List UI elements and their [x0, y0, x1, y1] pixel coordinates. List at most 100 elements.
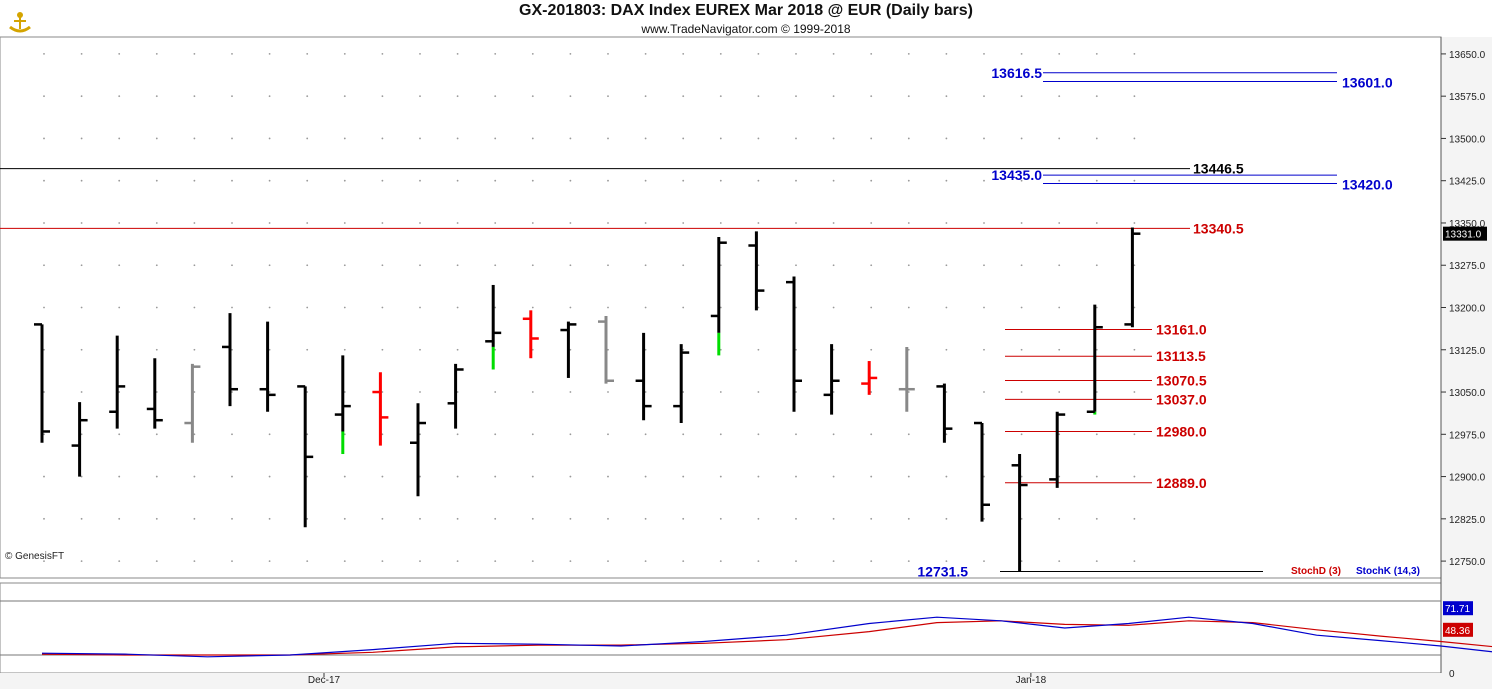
grid-dot: [983, 137, 985, 140]
level-label: 13161.0: [1156, 321, 1207, 337]
grid-dot: [1133, 517, 1136, 520]
grid-dot: [343, 53, 346, 55]
grid-dot: [268, 53, 271, 55]
grid-dot: [757, 53, 760, 55]
grid-dot: [983, 306, 985, 309]
grid-dot: [1058, 517, 1061, 520]
grid-dot: [1095, 53, 1098, 55]
grid-dot: [531, 348, 534, 351]
grid-dot: [682, 391, 685, 393]
grid-dot: [1133, 348, 1136, 351]
grid-dot: [795, 137, 797, 140]
grid-dot: [832, 53, 835, 55]
grid-dot: [682, 53, 685, 55]
grid-dot: [1095, 348, 1098, 351]
grid-dot: [644, 348, 647, 351]
price-tick-label: 12750.0: [1449, 557, 1486, 568]
grid-dot: [870, 306, 873, 309]
grid-dot: [231, 475, 233, 478]
grid-dot: [306, 95, 309, 98]
grid-dot: [1058, 306, 1061, 309]
grid-dot: [607, 222, 609, 224]
grid-dot: [644, 53, 647, 55]
grid-dot: [907, 179, 910, 182]
grid-dot: [907, 391, 910, 393]
grid-dot: [43, 137, 45, 140]
level-label: 12731.5: [917, 564, 968, 580]
grid-dot: [419, 264, 421, 267]
grid-dot: [1095, 137, 1098, 140]
grid-dot: [155, 264, 158, 267]
grid-dot: [682, 433, 685, 436]
grid-dot: [155, 306, 158, 309]
grid-dot: [381, 222, 384, 224]
grid-dot: [945, 560, 948, 562]
grid-dot: [43, 179, 45, 182]
grid-dot: [343, 391, 346, 393]
grid-dot: [1095, 433, 1098, 436]
stochD-value-box: [1443, 622, 1473, 637]
grid-dot: [607, 391, 609, 393]
grid-dot: [1133, 306, 1136, 309]
grid-dot: [1058, 137, 1061, 140]
grid-dot: [456, 95, 459, 98]
grid-dot: [494, 348, 497, 351]
grid-dot: [1058, 264, 1061, 267]
grid-dot: [193, 222, 196, 224]
grid-dot: [456, 53, 459, 55]
grid-dot: [682, 475, 685, 478]
grid-dot: [682, 264, 685, 267]
grid-dot: [644, 179, 647, 182]
grid-dot: [118, 560, 121, 562]
grid-dot: [193, 560, 196, 562]
grid-dot: [306, 222, 309, 224]
grid-dot: [757, 433, 760, 436]
grid-dot: [682, 306, 685, 309]
grid-dot: [494, 264, 497, 267]
grid-dot: [719, 433, 722, 436]
grid-dot: [155, 137, 158, 140]
grid-dot: [1095, 264, 1098, 267]
grid-dot: [757, 264, 760, 267]
grid-dot: [193, 306, 196, 309]
grid-dot: [381, 391, 384, 393]
grid-dot: [494, 137, 497, 140]
grid-dot: [155, 433, 158, 436]
grid-dot: [231, 306, 233, 309]
grid-dot: [306, 53, 309, 55]
grid-dot: [193, 53, 196, 55]
grid-dot: [118, 222, 121, 224]
grid-dot: [306, 475, 309, 478]
grid-dot: [419, 179, 421, 182]
grid-dot: [494, 95, 497, 98]
grid-dot: [80, 264, 83, 267]
grid-dot: [1058, 222, 1061, 224]
stochD-legend: StochD (3): [1291, 566, 1341, 577]
grid-dot: [419, 95, 421, 98]
grid-dot: [1095, 306, 1098, 309]
grid-dot: [381, 517, 384, 520]
price-tick-label: 13575.0: [1449, 92, 1486, 103]
level-label: 13340.5: [1193, 220, 1244, 236]
grid-dot: [719, 264, 722, 267]
grid-dot: [832, 391, 835, 393]
grid-dot: [983, 348, 985, 351]
grid-dot: [907, 264, 910, 267]
stoch-tick-label: 0: [1449, 669, 1455, 680]
price-tick-label: 12825.0: [1449, 515, 1486, 526]
grid-dot: [719, 222, 722, 224]
grid-dot: [268, 137, 271, 140]
grid-dot: [343, 348, 346, 351]
grid-dot: [80, 53, 83, 55]
grid-dot: [795, 53, 797, 55]
grid-dot: [719, 348, 722, 351]
grid-dot: [268, 475, 271, 478]
price-tick-label: 13050.0: [1449, 388, 1486, 399]
grid-dot: [1058, 391, 1061, 393]
grid-dot: [456, 179, 459, 182]
grid-dot: [1020, 348, 1023, 351]
grid-dot: [607, 264, 609, 267]
grid-dot: [343, 222, 346, 224]
grid-dot: [118, 517, 121, 520]
grid-dot: [719, 53, 722, 55]
